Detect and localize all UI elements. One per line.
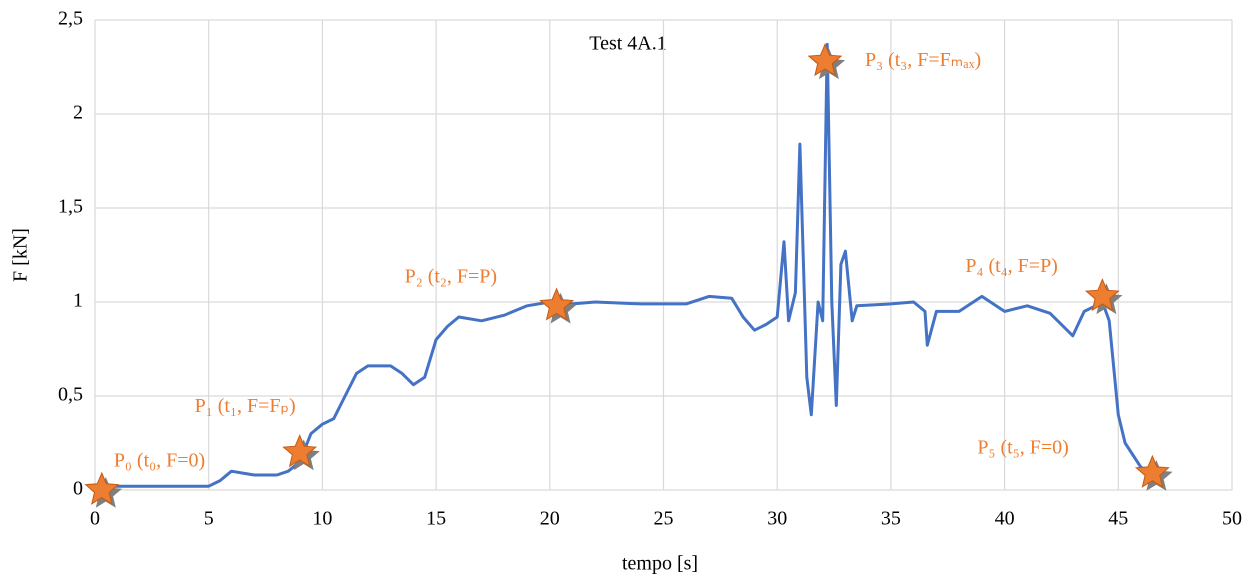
marker-label: P₀ (t₀, F=0) [114,450,205,472]
x-tick-label: 0 [90,508,100,530]
y-tick-label: 2 [73,102,83,124]
y-tick-label: 1 [73,290,83,312]
marker-label: P₄ (t₄, F=P) [965,255,1057,277]
marker-star [1084,278,1120,312]
x-tick-label: 25 [654,508,674,530]
x-tick-label: 50 [1222,508,1242,530]
x-tick-label: 15 [426,508,446,530]
x-tick-label: 45 [1108,508,1128,530]
chart-title: Test 4A.1 [589,33,666,55]
marker-label: P₅ (t₅, F=0) [977,437,1068,459]
x-tick-label: 40 [995,508,1015,530]
marker-star [1134,454,1170,488]
y-tick-label: 0 [73,478,83,500]
x-tick-label: 10 [312,508,332,530]
marker-star [282,434,318,468]
marker-label: P₃ (t₃, F=Fₘₐₓ) [865,49,981,71]
y-tick-label: 0,5 [58,384,83,406]
marker-label: P₂ (t₂, F=P) [405,265,497,287]
marker-star [807,43,843,77]
x-tick-label: 20 [540,508,560,530]
marker-label: P₁ (t₁, F=Fₚ) [195,395,296,417]
marker-star [539,287,575,321]
x-axis-label: tempo [s] [622,553,698,575]
x-tick-label: 35 [881,508,901,530]
data-line [101,42,1154,488]
y-tick-label: 2,5 [58,8,83,30]
x-tick-label: 30 [767,508,787,530]
y-axis-label: F [kN] [10,228,32,282]
marker-star [84,471,120,505]
y-tick-label: 1,5 [58,196,83,218]
x-tick-label: 5 [204,508,214,530]
